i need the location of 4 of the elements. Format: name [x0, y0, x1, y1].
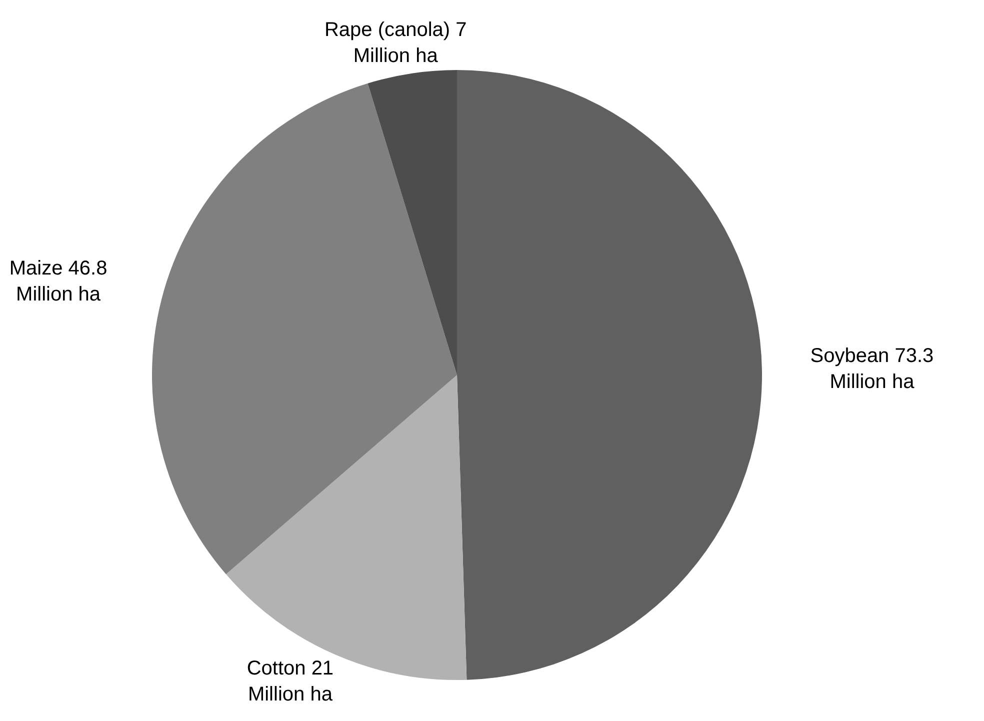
slice-label: Rape (canola) 7 Million ha: [324, 19, 467, 68]
slice-label: Maize 46.8 Million ha: [9, 258, 108, 306]
slice-label: Cotton 21 Million ha: [246, 657, 334, 706]
slice-label: Soybean 73.3 Million ha: [810, 345, 934, 394]
